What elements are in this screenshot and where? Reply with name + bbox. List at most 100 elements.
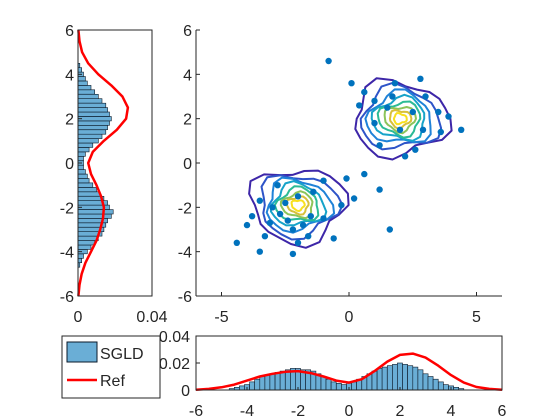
legend-label-ref: Ref [100,373,125,390]
histogram-bar [77,125,108,131]
histogram-bar [77,67,83,73]
y-tick-label: -4 [178,245,192,262]
histogram-bar [325,378,332,391]
histogram-bar [381,366,388,391]
scatter-point [233,239,240,246]
y-tick-label: -2 [178,200,192,217]
y-tick-label: -6 [60,289,74,306]
contour-ring [265,176,336,234]
x-tick-label: 0.04 [136,309,167,326]
scatter-point [325,57,332,65]
contour-ring [290,199,306,213]
histogram-bar [320,376,327,391]
y-tick-label: -6 [178,289,192,306]
scatter-point [412,146,419,153]
legend-swatch-sgld [66,341,98,363]
x-tick-label: 0 [345,309,354,326]
histogram-bar [239,385,245,391]
histogram-bar [432,378,439,391]
scatter-point [409,108,416,116]
contour-ring [364,88,432,144]
histogram-bar [427,376,434,391]
histogram-bar [77,209,114,215]
scatter-point [350,195,358,202]
legend-label-sgld: SGLD [100,346,144,363]
scatter-point [371,119,378,127]
scatter-point [422,93,429,100]
histogram-bar [442,384,449,391]
y-tick-label: 0 [181,383,190,400]
scatter-point [294,193,302,200]
scatter-point [310,188,317,195]
scatter-point [356,102,363,109]
contour-ring [279,190,314,220]
scatter-point [419,126,427,133]
scatter-point [284,217,291,224]
histogram-bar [274,372,281,391]
scatter-point [391,80,399,87]
contour-ring [260,174,344,241]
contour-ring [248,169,350,249]
histogram-bar [77,178,90,184]
histogram-bar [77,156,84,162]
scatter-point [307,213,314,220]
y-tick-label: 0.04 [159,329,190,346]
histogram-bar [77,173,88,179]
x-tick-label: 2 [396,403,405,420]
histogram-bar [77,85,92,91]
y-tick-label: 0 [183,156,192,173]
scatter-point [282,199,289,207]
histogram-bar [77,111,110,117]
x-tick-label: 5 [472,309,481,326]
scatter-point [299,221,307,229]
histogram-bar [371,370,378,391]
contour-ring [376,100,422,139]
histogram-bar [77,76,86,82]
histogram-bar [77,169,86,175]
histogram-bar [77,142,94,148]
histogram-bar [407,365,414,391]
histogram-bar [77,213,112,219]
scatter-point [401,153,409,160]
histogram-bar [341,384,347,391]
scatter-point [289,250,297,258]
histogram-bar [437,381,444,391]
histogram-bar [77,129,107,135]
histogram-bar [412,366,419,391]
scatter-point [437,128,444,136]
scatter-point [445,113,452,120]
histogram-bar [259,376,266,391]
y-tick-label: -4 [60,245,74,262]
histogram-bar [77,164,84,170]
contour-ring [383,106,417,135]
histogram-bar [77,98,103,104]
x-tick-label: -5 [214,309,228,326]
scatter-point [320,215,327,222]
histogram-bar [77,253,84,259]
x-tick-label: -6 [189,403,203,420]
histogram-bar [417,369,424,391]
histogram-bar [77,182,94,188]
histogram-bar [351,381,357,391]
histogram-bar [77,120,110,126]
x-tick-label: 6 [498,403,507,420]
scatter-point [256,197,263,204]
histogram-bar [77,116,112,122]
scatter-point [289,226,297,233]
histogram-bar [422,373,429,391]
histogram-bar [402,364,408,391]
histogram-bar [392,364,398,391]
ref-density-curve [77,29,130,297]
scatter-point [376,186,383,193]
histogram-bar [335,382,342,391]
scatter-point [361,170,368,178]
scatter-point [384,104,391,111]
y-tick-label: -2 [60,200,74,217]
scatter-point [269,204,276,211]
scatter-point [266,219,274,227]
histogram-bar [330,381,337,391]
histogram-bar [376,368,383,391]
scatter-point [435,108,442,116]
contour-ring [392,112,408,126]
